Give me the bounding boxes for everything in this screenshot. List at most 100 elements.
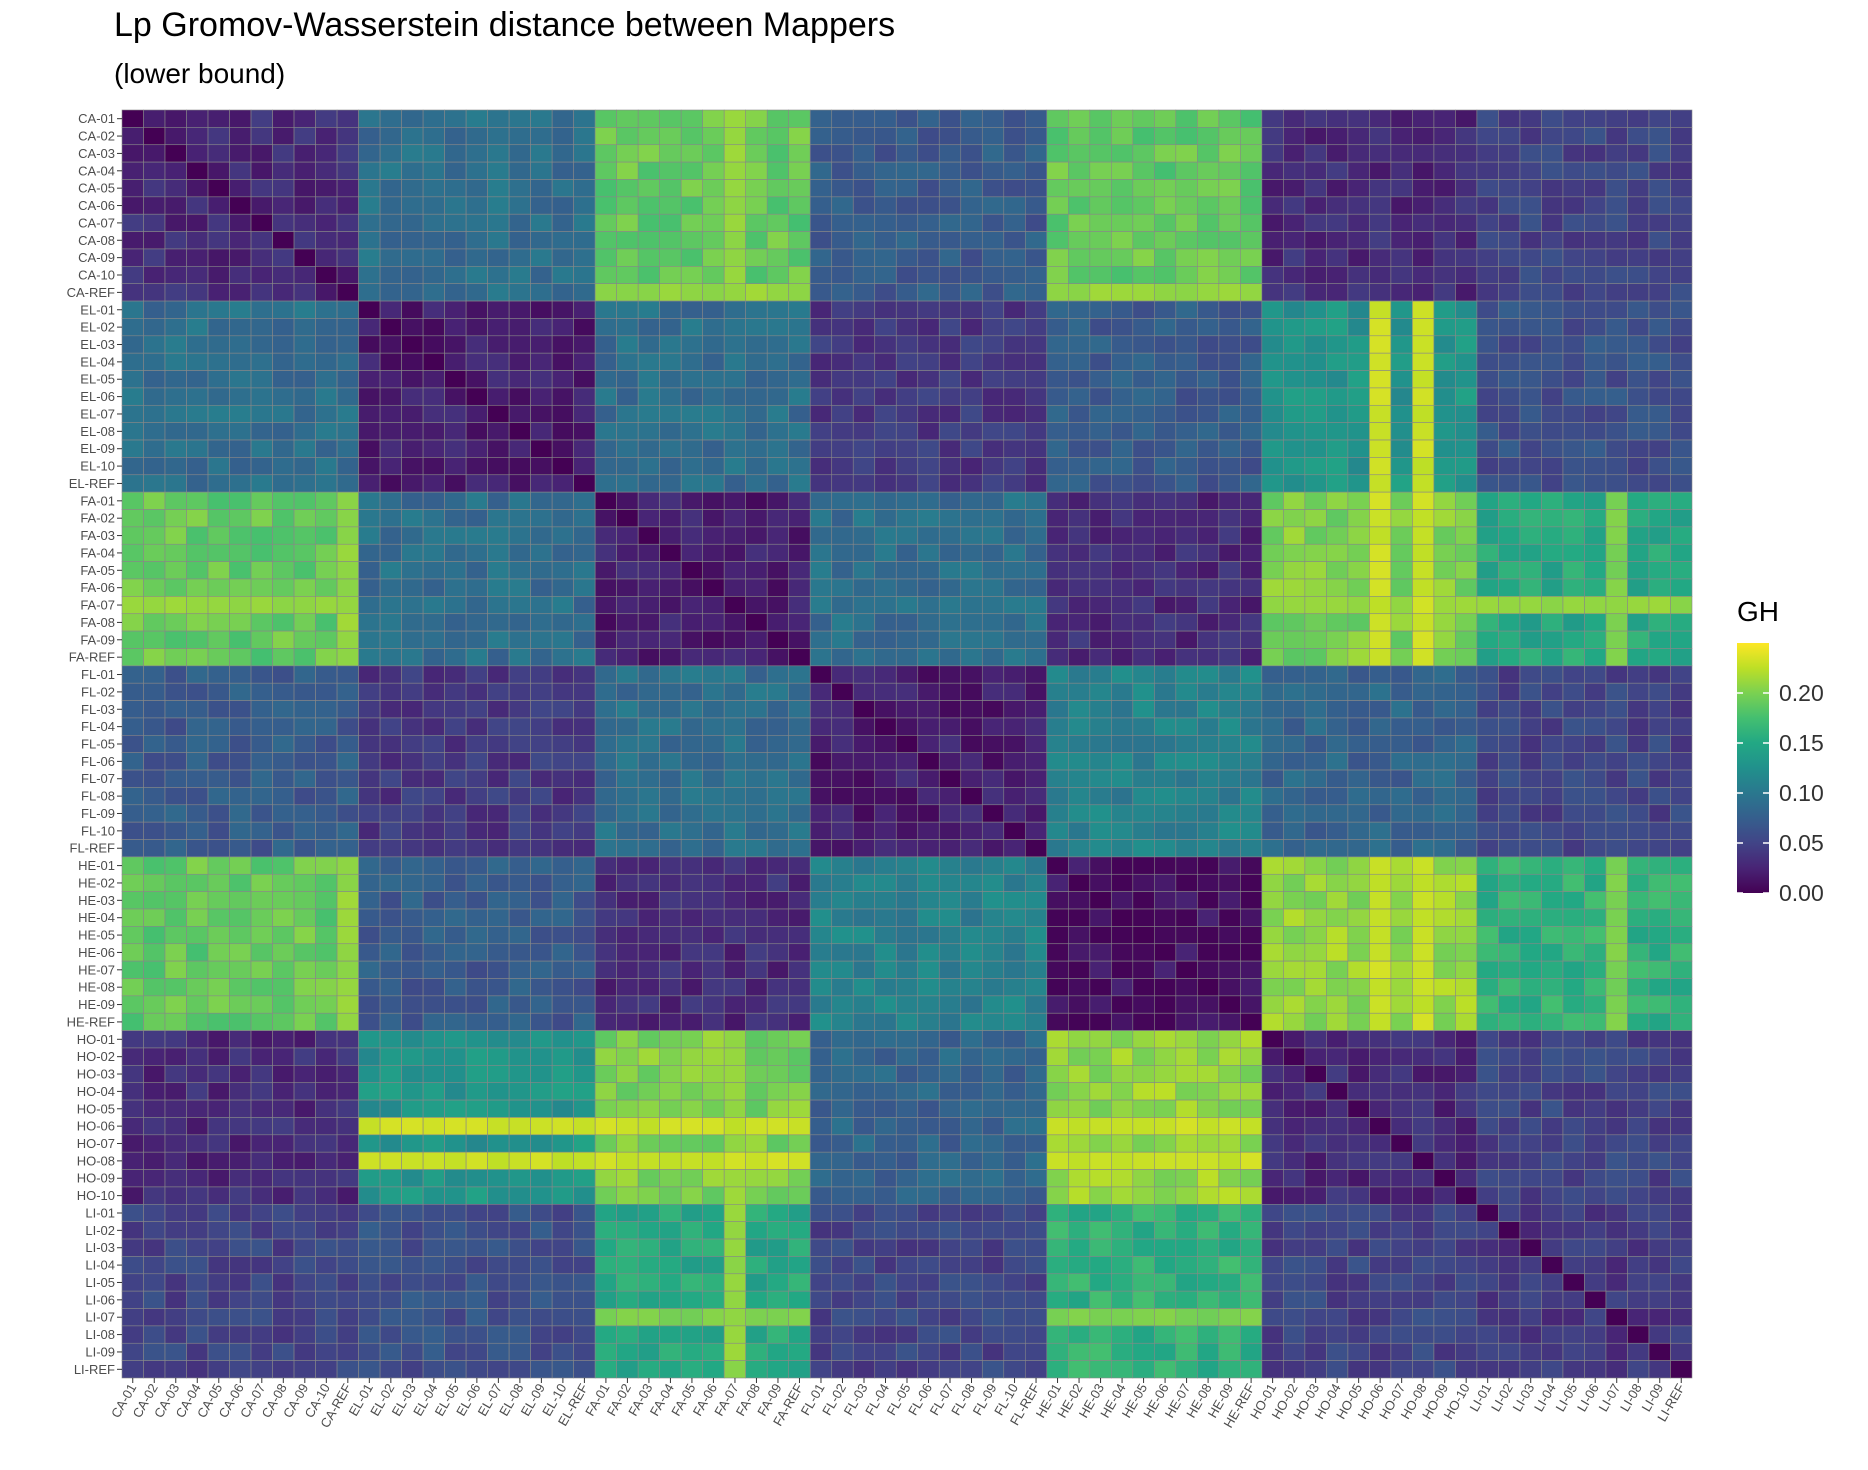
heatmap-cell [809,213,833,232]
heatmap-cell [616,1065,639,1084]
heatmap-cell [358,839,381,858]
heatmap-cell [1369,908,1392,927]
heatmap-cell [444,578,467,597]
heatmap-cell [659,422,682,441]
heatmap-cell [981,1012,1005,1031]
heatmap-cell [1154,1134,1177,1153]
heatmap-cell [1003,1030,1026,1049]
heatmap-cell [1024,283,1048,302]
heatmap-cell [852,804,876,823]
heatmap-cell [960,769,983,788]
heatmap-cell [229,370,252,389]
heatmap-cell [960,1273,983,1292]
heatmap-cell [379,318,402,337]
heatmap-cell [1089,682,1112,701]
heatmap-cell [293,995,316,1014]
heatmap-cell [1304,978,1327,997]
heatmap-cell [315,682,338,701]
heatmap-cell [637,318,660,337]
heatmap-cell [1670,648,1693,667]
heatmap-cell [788,1186,811,1205]
heatmap-cell [616,1134,639,1153]
heatmap-cell [1175,769,1198,788]
heatmap-cell [1175,995,1198,1014]
heatmap-cell [1648,1273,1671,1292]
heatmap-cell [659,769,682,788]
heatmap-cell [659,613,682,632]
heatmap-cell [852,630,876,649]
heatmap-cell [487,1047,510,1066]
heatmap-cell [702,769,725,788]
heatmap-cell [1089,648,1112,667]
heatmap-cell [1648,543,1671,562]
heatmap-cell [422,335,445,354]
heatmap-cell [1562,266,1585,284]
heatmap-cell [1412,735,1435,753]
heatmap-cell [766,1151,790,1170]
heatmap-cell [917,700,940,719]
heatmap-cell [1433,439,1456,458]
heatmap-cell [1390,1099,1413,1118]
heatmap-cell [809,856,833,875]
heatmap-cell [981,613,1005,632]
heatmap-cell [874,370,897,389]
heatmap-cell [745,752,768,771]
heatmap-cell [1046,1065,1069,1084]
heatmap-cell [594,1256,617,1275]
heatmap-cell [315,1117,338,1136]
heatmap-cell [680,127,703,146]
heatmap-cell [1304,613,1327,632]
heatmap-cell [981,543,1005,562]
heatmap-cell [143,613,166,632]
heatmap-cell [895,1256,919,1275]
heatmap-cell [1218,266,1241,284]
heatmap-cell [960,509,983,528]
heatmap-cell [1412,300,1435,319]
heatmap-cell [1519,509,1542,528]
heatmap-cell [551,596,574,615]
heatmap-cell [1132,179,1155,198]
heatmap-cell [1218,596,1241,615]
heatmap-cell [1283,873,1306,892]
heatmap-cell [530,1256,553,1275]
heatmap-cell [1154,578,1177,597]
heatmap-cell [745,1030,768,1049]
heatmap-cell [1283,179,1306,198]
heatmap-cell [659,300,682,319]
heatmap-cell [1369,804,1392,823]
heatmap-cell [229,769,252,788]
heatmap-cell [1326,960,1349,979]
heatmap-cell [852,978,876,997]
heatmap-cell [1326,144,1349,163]
heatmap-cell [1068,821,1091,840]
heatmap-cell [1240,752,1263,771]
heatmap-cell [465,856,488,875]
heatmap-cell [1283,283,1306,302]
heatmap-cell [1390,1204,1413,1222]
heatmap-cell [1175,1082,1198,1101]
heatmap-cell [895,248,919,267]
heatmap-cell [186,491,209,510]
heatmap-cell [121,161,144,180]
heatmap-cell [637,283,660,302]
heatmap-cell [336,787,359,806]
heatmap-cell [315,752,338,771]
heatmap-cell [1197,596,1220,615]
heatmap-cell [1068,1134,1091,1153]
heatmap-cell [465,578,488,597]
heatmap-cell [444,491,467,510]
heatmap-cell [1132,926,1155,945]
heatmap-cell [809,1151,833,1170]
heatmap-cell [207,908,230,927]
heatmap-cell [379,682,402,701]
heatmap-cell [1218,370,1241,389]
heatmap-cell [465,144,488,163]
heatmap-cell [680,1169,703,1188]
heatmap-cell [1476,665,1499,684]
heatmap-cell [143,352,166,371]
heatmap-cell [1369,978,1392,997]
heatmap-cell [1261,1221,1284,1240]
heatmap-cell [895,769,919,788]
heatmap-cell [1003,422,1026,441]
heatmap-cell [874,873,897,892]
